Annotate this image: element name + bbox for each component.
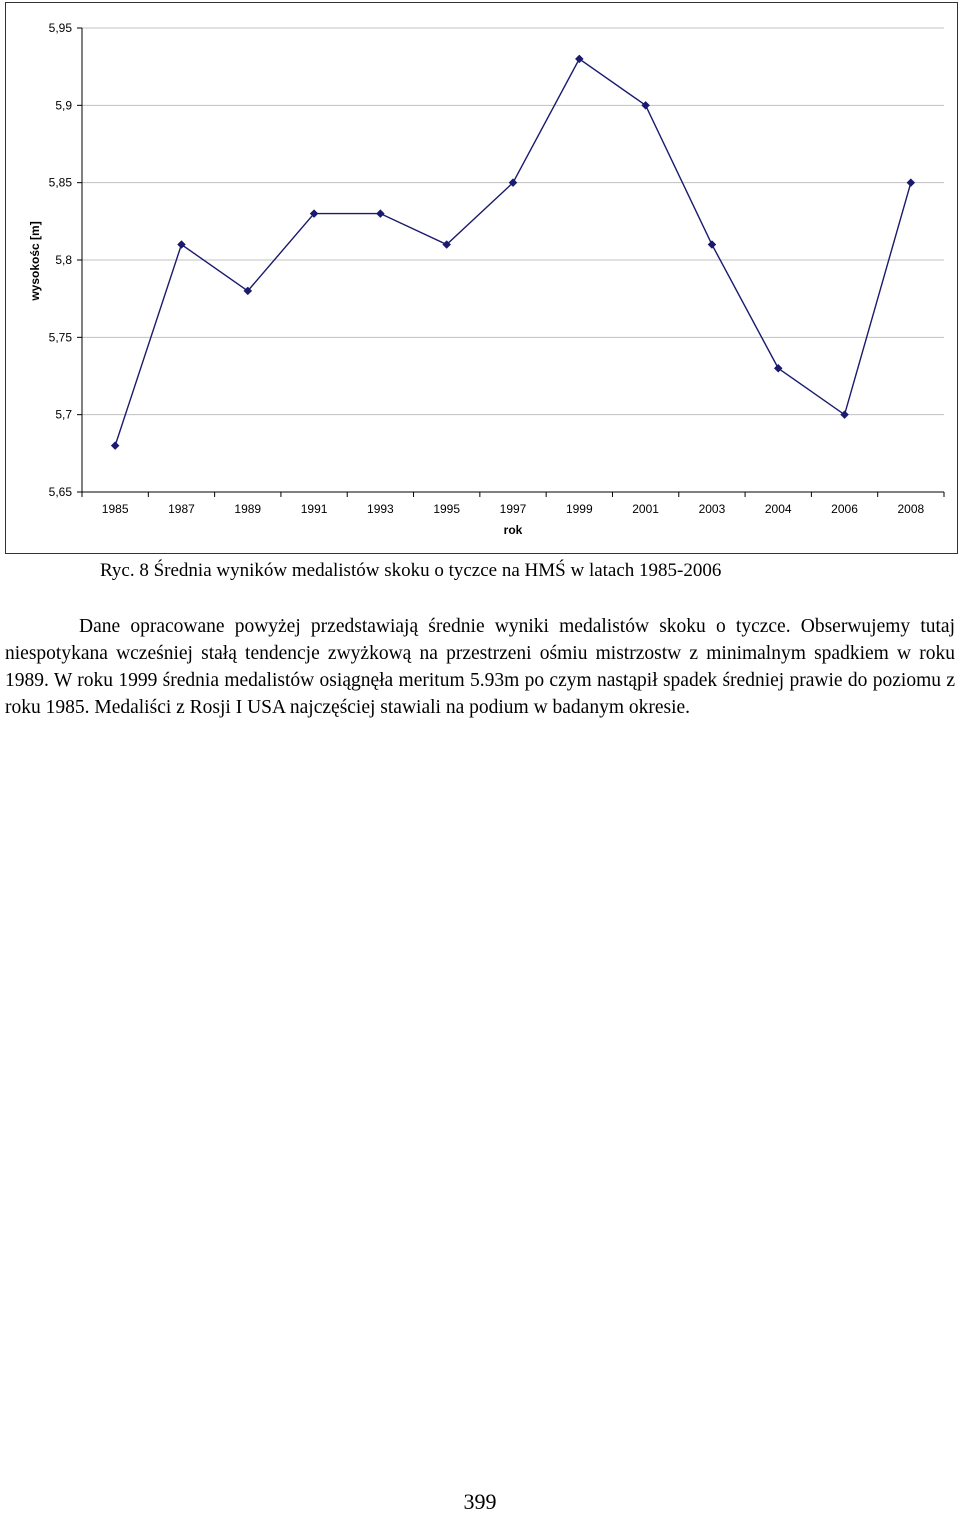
x-tick-label: 1987	[168, 502, 195, 516]
y-tick-label: 5,65	[49, 485, 73, 499]
page-number: 399	[463, 1489, 497, 1514]
data-point-marker	[376, 209, 385, 218]
figure-caption: Ryc. 8 Średnia wyników medalistów skoku …	[100, 560, 722, 581]
y-tick-label: 5,8	[55, 253, 72, 267]
data-point-marker	[773, 363, 783, 373]
x-tick-label: 1997	[500, 502, 527, 516]
data-point-marker	[309, 209, 319, 218]
data-point-marker	[110, 441, 120, 450]
series-line	[114, 57, 912, 446]
data-point-marker	[508, 178, 518, 188]
y-tick-label: 5,95	[49, 21, 73, 35]
y-axis-title: wysokośc [m]	[28, 221, 42, 301]
data-point-marker	[574, 54, 584, 64]
x-axis-title: rok	[504, 523, 523, 537]
data-point-marker	[840, 410, 849, 420]
x-tick-label: 1995	[433, 502, 460, 516]
data-point-marker	[906, 178, 916, 188]
x-tick-label: 2001	[632, 502, 659, 516]
data-point-marker	[177, 240, 186, 249]
y-tick-labels: 5,65 5,7 5,75 5,8 5,85 5,9 5,95	[49, 21, 73, 499]
chart-frame: 5,65 5,7 5,75 5,8 5,85 5,9 5,95 1985 1987 1989 19…	[5, 2, 958, 554]
axes	[77, 27, 945, 497]
y-tick-label: 5,9	[55, 98, 72, 112]
x-tick-label: 1985	[102, 502, 129, 516]
data-point-marker	[442, 240, 452, 249]
y-tick-label: 5,85	[49, 176, 73, 190]
data-series	[110, 54, 916, 450]
y-tick-label: 5,75	[49, 330, 73, 344]
x-tick-label: 1993	[367, 502, 394, 516]
x-tick-label: 2008	[897, 502, 924, 516]
data-point-marker	[641, 100, 650, 110]
y-tick-label: 5,7	[55, 408, 72, 422]
x-tick-label: 1989	[234, 502, 261, 516]
line-chart: 5,655,75,755,85,855,95,95 1985 1987 1989 19…	[28, 21, 945, 537]
x-tick-label: 1999	[566, 502, 593, 516]
x-tick-label: 1991	[301, 502, 328, 516]
data-point-marker	[707, 240, 717, 249]
x-tick-label: 2004	[765, 502, 792, 516]
x-tick-labels: 1985 1987 1989 1991 1993 1995 1997 1999 2001 2003…	[102, 502, 925, 516]
gridlines	[82, 27, 944, 493]
body-paragraph: Dane opracowane powyżej przedstawiają śr…	[5, 616, 955, 718]
x-tick-label: 2006	[831, 502, 858, 516]
x-tick-label: 2003	[699, 502, 726, 516]
data-point-marker	[243, 286, 253, 296]
